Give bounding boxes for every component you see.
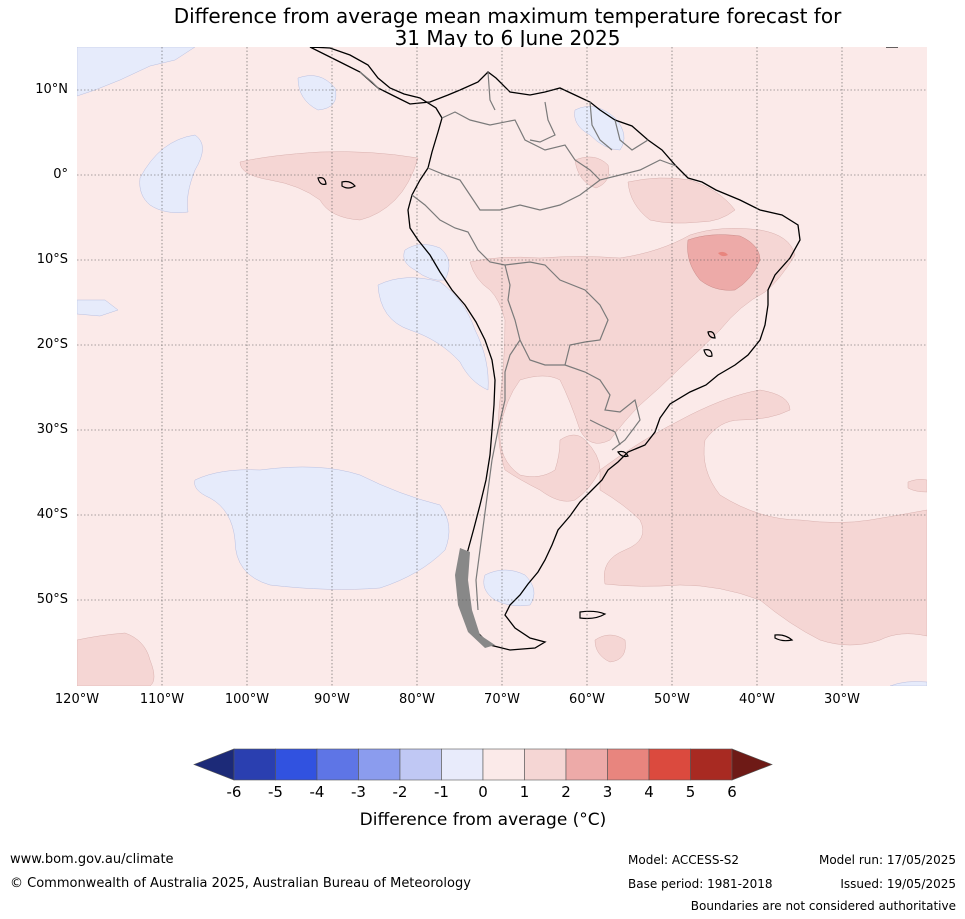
lon-label-90w: 90°W — [314, 692, 350, 707]
lon-label-30w: 30°W — [824, 692, 860, 707]
lat-label-40s: 40°S — [36, 507, 68, 522]
colorbar-segment — [607, 748, 650, 781]
colorbar-tick: 4 — [644, 783, 654, 801]
lon-label-40w: 40°W — [739, 692, 775, 707]
country-borders — [359, 71, 677, 611]
graticule — [77, 47, 927, 686]
footer-issued: Issued: 19/05/2025 — [840, 877, 956, 891]
footer-url: www.bom.gov.au/climate — [10, 852, 174, 867]
colorbar-segment — [648, 748, 691, 781]
colorbar-tick: 3 — [602, 783, 613, 801]
lat-label-10n: 10°N — [35, 82, 68, 97]
colorbar-tick: -2 — [392, 783, 408, 801]
lon-label-110w: 110°W — [139, 692, 185, 707]
colorbar-tick: 1 — [519, 783, 530, 801]
footer-model-run: Model run: 17/05/2025 — [818, 853, 956, 867]
colorbar-extend-low — [193, 748, 235, 781]
lon-label-80w: 80°W — [399, 692, 435, 707]
lat-label-50s: 50°S — [36, 592, 68, 607]
lat-label-20s: 20°S — [36, 337, 68, 352]
lon-label-60w: 60°W — [569, 692, 605, 707]
lat-label-30s: 30°S — [36, 422, 68, 437]
colorbar-segment — [233, 748, 276, 781]
colorbar-extend-high — [731, 748, 773, 781]
warm-anomaly-regions — [77, 151, 927, 686]
colorbar-tick: -3 — [351, 783, 366, 801]
colorbar-label: Difference from average (°C) — [359, 810, 607, 830]
cool-anomaly-regions — [77, 47, 927, 686]
footer-base-period: Base period: 1981-2018 — [628, 877, 773, 891]
colorbar-segment — [399, 748, 442, 781]
lon-label-120w: 120°W — [54, 692, 100, 707]
colorbar-tick: 5 — [685, 783, 696, 801]
lon-label-50w: 50°W — [654, 692, 690, 707]
colorbar-tick: -4 — [309, 783, 325, 801]
patagonia-fjords — [455, 548, 495, 648]
footer-model: Model: ACCESS-S2 — [628, 853, 740, 867]
map-title-line-2: 31 May to 6 June 2025 — [394, 26, 621, 50]
colorbar-tick: -1 — [434, 783, 449, 801]
lat-label-10s: 10°S — [36, 252, 68, 267]
colorbar-segment — [690, 748, 733, 781]
colorbar-segment — [316, 748, 359, 781]
islands — [317, 47, 898, 642]
colorbar-segment — [275, 748, 318, 781]
lon-label-70w: 70°W — [484, 692, 520, 707]
colorbar-segment — [482, 748, 525, 781]
hot-anomaly-region — [687, 234, 761, 291]
colorbar-tick: 2 — [561, 783, 571, 801]
colorbar-segment — [358, 748, 401, 781]
colorbar-segment — [524, 748, 567, 781]
colorbar-tick: 6 — [727, 783, 737, 801]
footer-disclaimer: Boundaries are not considered authoritat… — [690, 899, 956, 913]
lon-label-100w: 100°W — [224, 692, 270, 707]
lat-label-0: 0° — [53, 167, 68, 182]
footer-copyright: © Commonwealth of Australia 2025, Austra… — [10, 876, 471, 891]
colorbar-segment — [565, 748, 608, 781]
south-america-coastline — [309, 47, 801, 651]
map-title-line-1: Difference from average mean maximum tem… — [173, 4, 842, 28]
colorbar-tick: -6 — [226, 783, 242, 801]
colorbar-tick: 0 — [478, 783, 488, 801]
colorbar-tick: -5 — [268, 783, 283, 801]
colorbar-segment — [441, 748, 484, 781]
